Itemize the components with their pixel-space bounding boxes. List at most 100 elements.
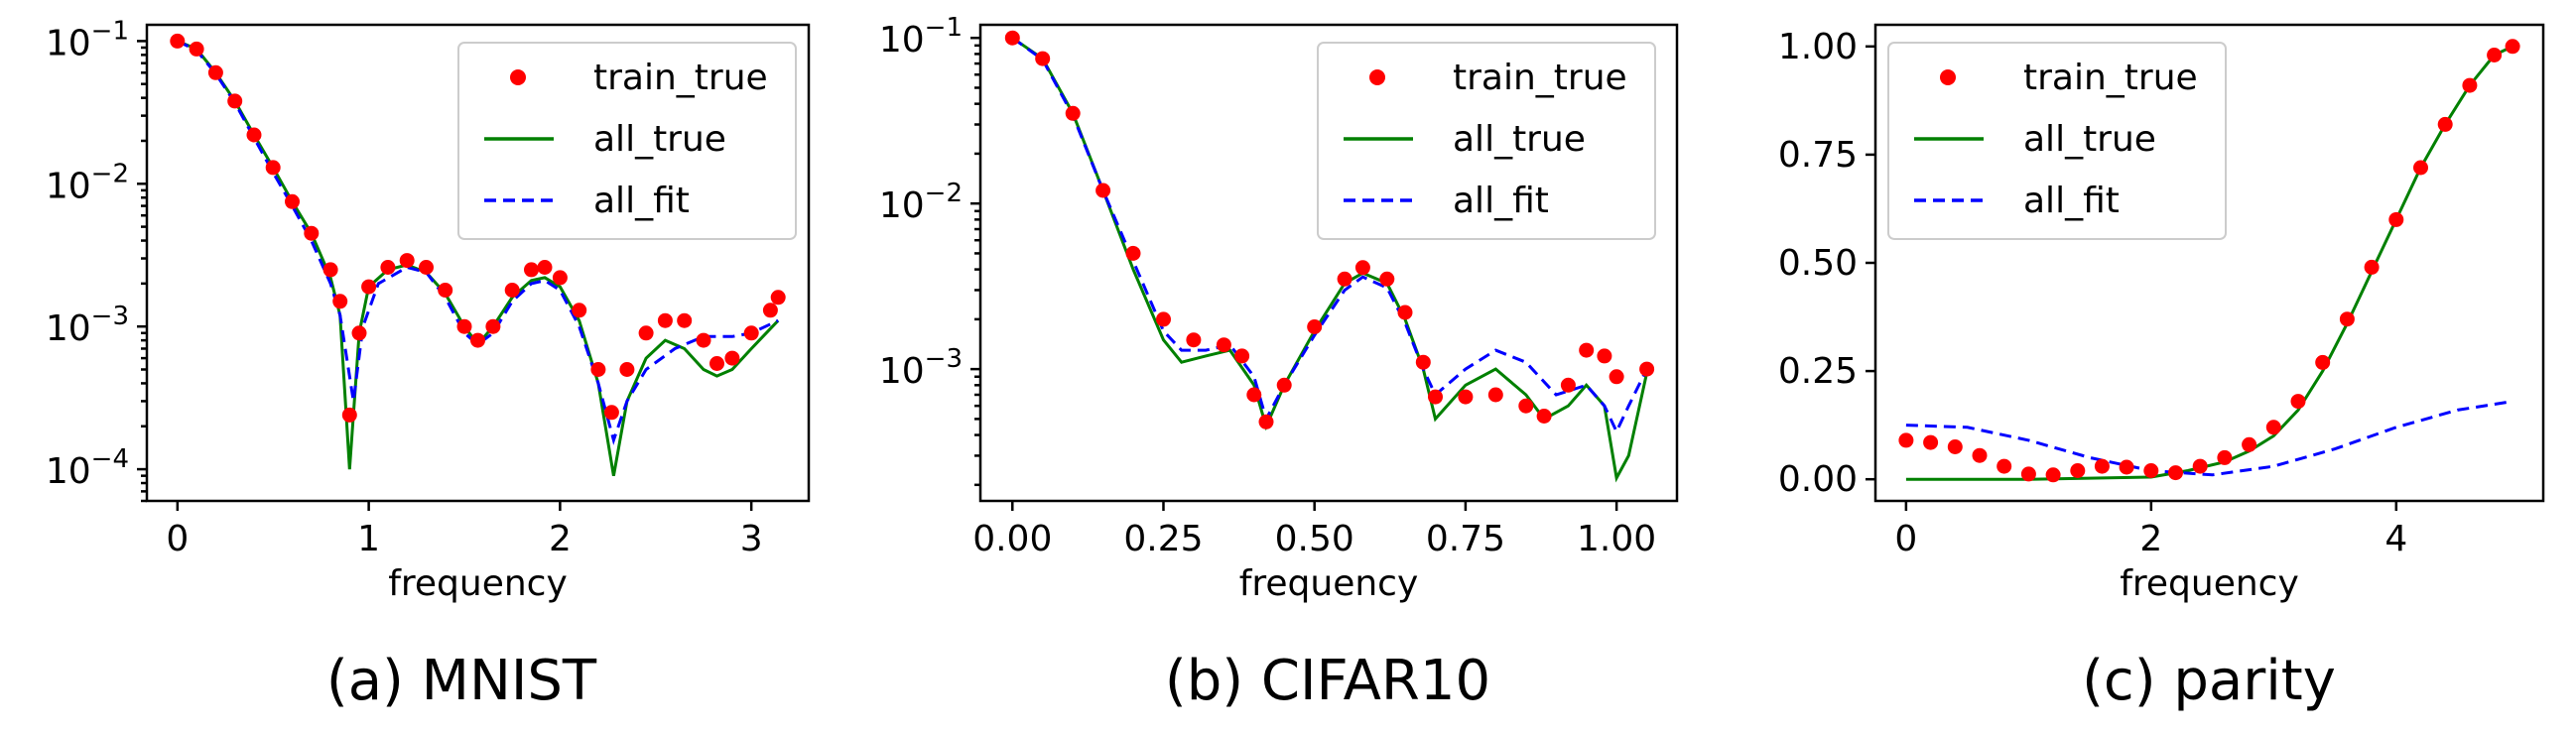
x-tick-label: 3: [740, 519, 763, 559]
point-train_true: [709, 356, 724, 371]
legend-label-all_true: all_true: [1453, 119, 1586, 160]
point-train_true: [380, 260, 396, 275]
point-train_true: [2364, 259, 2380, 275]
point-train_true: [2192, 458, 2208, 474]
point-train_true: [341, 407, 357, 423]
point-train_true: [2094, 458, 2110, 474]
point-train_true: [470, 332, 485, 348]
point-train_true: [1035, 51, 1051, 66]
point-train_true: [770, 290, 786, 306]
point-train_true: [2143, 463, 2159, 478]
panel-caption: (c) parity: [2082, 649, 2336, 713]
y-tick-label: 10−2: [879, 179, 963, 226]
legend-label-all_true: all_true: [593, 119, 726, 160]
legend: train_true all_true all_fit: [457, 42, 797, 240]
plot-area: [1898, 39, 2520, 483]
point-train_true: [227, 93, 243, 109]
point-train_true: [207, 64, 223, 80]
point-train_true: [1560, 377, 1576, 393]
point-train_true: [1458, 389, 1474, 405]
panel-caption: (b) CIFAR10: [1165, 649, 1490, 713]
point-train_true: [438, 283, 453, 298]
point-train_true: [2315, 354, 2331, 370]
point-train_true: [1065, 105, 1081, 121]
legend-label-train_true: train_true: [1453, 58, 1627, 98]
point-train_true: [552, 270, 568, 286]
point-train_true: [1428, 389, 1443, 405]
point-train_true: [1276, 377, 1292, 393]
x-tick-label: 1: [357, 519, 380, 559]
line-all_fit: [1905, 400, 2513, 477]
panel-cifar10: 0.00 0.25 0.50 0.75 1.00 10−3 10−2 10−1 frequenc…: [879, 13, 1679, 713]
point-train_true: [246, 127, 262, 143]
point-train_true: [1415, 354, 1431, 370]
point-train_true: [2265, 420, 2281, 435]
legend-frame: [1317, 42, 1656, 240]
point-train_true: [2070, 463, 2086, 478]
point-train_true: [1379, 271, 1395, 287]
point-train_true: [2119, 459, 2134, 475]
point-train_true: [1125, 245, 1141, 261]
legend: train_true all_true all_fit: [1317, 42, 1656, 240]
x-tick-label: 2: [549, 519, 572, 559]
point-train_true: [1307, 319, 1323, 334]
point-train_true: [1397, 305, 1413, 320]
legend-label-train_true: train_true: [2023, 58, 2198, 98]
legend-marker-train_true: [1369, 69, 1385, 85]
point-train_true: [1923, 434, 1939, 450]
point-train_true: [696, 332, 711, 348]
x-axis-label: frequency: [2120, 563, 2299, 604]
y-tick-label: 1.00: [1778, 27, 1858, 67]
point-train_true: [332, 294, 348, 309]
point-train_true: [1258, 414, 1274, 429]
point-train_true: [1246, 387, 1262, 403]
point-train_true: [304, 225, 320, 241]
y-tick-label: 10−3: [46, 302, 129, 349]
point-train_true: [285, 193, 300, 209]
point-train_true: [1536, 409, 1552, 424]
x-tick-label: 0: [1894, 519, 1917, 559]
point-train_true: [322, 262, 338, 278]
point-train_true: [1186, 332, 1202, 348]
x-axis-label: frequency: [388, 563, 568, 604]
point-train_true: [1579, 342, 1595, 358]
legend-marker-train_true: [1940, 69, 1956, 85]
legend-label-all_fit: all_fit: [2023, 181, 2120, 221]
x-tick-label: 0.25: [1123, 519, 1203, 559]
point-train_true: [657, 312, 673, 328]
axes-frame: [978, 23, 1679, 503]
point-train_true: [170, 33, 186, 49]
y-tick-label: 10−1: [46, 16, 129, 63]
x-tick-label: 1.00: [1577, 519, 1656, 559]
point-train_true: [1156, 311, 1171, 327]
point-train_true: [2413, 160, 2428, 176]
point-train_true: [2462, 77, 2478, 93]
point-train_true: [2505, 39, 2520, 55]
x-tick-label: 2: [2139, 519, 2162, 559]
x-tick-label: 0: [166, 519, 189, 559]
y-tick-label: 10−1: [879, 13, 963, 61]
legend-label-train_true: train_true: [593, 58, 768, 98]
plot-area: [1004, 30, 1655, 483]
point-train_true: [743, 325, 759, 341]
legend-frame: [1887, 42, 2227, 240]
point-train_true: [2388, 211, 2404, 227]
y-tick-label: 0.50: [1778, 243, 1858, 284]
point-train_true: [590, 362, 606, 377]
point-train_true: [1639, 361, 1655, 377]
point-train_true: [485, 318, 501, 334]
point-train_true: [1216, 337, 1231, 353]
point-train_true: [1234, 348, 1250, 364]
point-train_true: [265, 160, 281, 176]
point-train_true: [1487, 387, 1503, 403]
point-train_true: [2437, 116, 2453, 132]
panel-parity: 0 2 4 0.00 0.25 0.50 0.75 1.00 frequency (c) pari…: [1778, 23, 2545, 713]
point-train_true: [638, 325, 654, 341]
point-train_true: [2290, 394, 2306, 410]
point-train_true: [1337, 271, 1352, 287]
point-train_true: [603, 405, 619, 421]
axes-frame: [145, 23, 811, 503]
point-train_true: [1609, 369, 1624, 385]
x-axis-label: frequency: [1239, 563, 1419, 604]
point-train_true: [677, 312, 693, 328]
